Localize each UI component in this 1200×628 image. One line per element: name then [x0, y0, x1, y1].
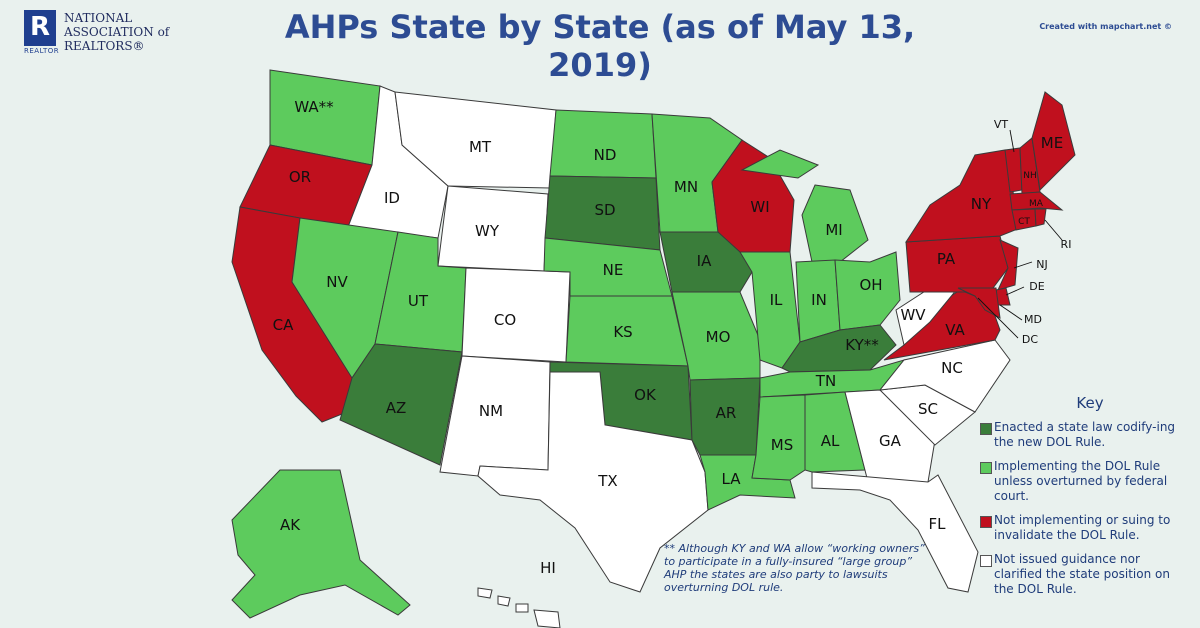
state-label-oh: OH: [859, 276, 882, 294]
state-label-mn: MN: [674, 178, 698, 196]
state-label-ms: MS: [771, 436, 793, 454]
state-label-md: MD: [1024, 313, 1042, 326]
state-label-mt: MT: [469, 138, 492, 156]
realtor-r-icon: R: [24, 10, 56, 46]
state-nc: [878, 339, 1011, 413]
footnote-text: Although KY and WA allow “working owners…: [664, 542, 925, 594]
state-label-me: ME: [1041, 134, 1063, 152]
state-label-az: AZ: [386, 399, 407, 417]
state-label-vt: VT: [994, 118, 1009, 131]
org-line-1: NATIONAL: [64, 11, 133, 25]
org-line-3: REALTORS®: [64, 39, 145, 53]
state-label-ia: IA: [697, 252, 712, 270]
state-label-mo: MO: [706, 328, 731, 346]
state-label-tn: TN: [815, 372, 836, 390]
key-title: Key: [1076, 394, 1104, 412]
state-md: [957, 287, 1001, 319]
state-label-nc: NC: [941, 359, 963, 377]
state-label-wy: WY: [475, 222, 500, 240]
state-label-ma: MA: [1029, 199, 1044, 209]
key-label-not-implementing: Not implementing or suing to invalidate …: [994, 513, 1171, 542]
state-label-or: OR: [289, 168, 311, 186]
key-swatch-not-implementing: [980, 516, 992, 528]
state-label-ak: AK: [280, 516, 301, 534]
state-az: [339, 343, 463, 466]
state-label-fl: FL: [929, 515, 947, 533]
state-ma: [1009, 191, 1064, 211]
state-label-sd: SD: [594, 201, 615, 219]
state-label-ri: RI: [1061, 238, 1072, 251]
nar-logo: R REALTOR NATIONAL ASSOCIATION of REALTO…: [24, 10, 214, 55]
state-label-hi: HI: [540, 559, 556, 577]
state-label-wa: WA**: [294, 98, 334, 116]
state-label-nm: NM: [479, 402, 503, 420]
state-mt: [394, 91, 557, 189]
key-swatch-implementing: [980, 462, 992, 474]
state-label-ca: CA: [273, 316, 294, 334]
state-fl: [811, 471, 979, 593]
state-label-wv: WV: [900, 306, 926, 324]
state-label-la: LA: [722, 470, 742, 488]
state-label-va: VA: [945, 321, 965, 339]
state-ga: [844, 389, 936, 483]
state-label-id: ID: [384, 189, 400, 207]
state-label-al: AL: [821, 432, 840, 450]
state-label-ut: UT: [408, 292, 429, 310]
state-label-ok: OK: [634, 386, 657, 404]
state-label-ar: AR: [716, 404, 737, 422]
realtor-tag: REALTOR: [24, 47, 60, 55]
key-item-enacted: Enacted a state law codify-ing the new D…: [972, 420, 1186, 450]
state-nj: [997, 239, 1019, 291]
state-label-nv: NV: [326, 273, 348, 291]
state-ak: [231, 469, 411, 619]
state-label-in: IN: [811, 291, 827, 309]
state-label-ne: NE: [603, 261, 624, 279]
state-label-ks: KS: [613, 323, 632, 341]
state-label-nj: NJ: [1036, 258, 1047, 271]
state-label-dc: DC: [1022, 333, 1038, 346]
key-item-implementing: Implementing the DOL Rule unless overtur…: [972, 459, 1186, 504]
map-key: Key Enacted a state law codify-ing the n…: [972, 394, 1186, 606]
key-swatch-enacted: [980, 423, 992, 435]
key-item-not-issued: Not issued guidance nor clarified the st…: [972, 552, 1186, 597]
state-label-de: DE: [1029, 280, 1044, 293]
state-label-ky: KY**: [845, 336, 879, 354]
state-label-ny: NY: [971, 195, 992, 213]
state-pa: [905, 235, 1009, 293]
state-label-pa: PA: [937, 250, 956, 268]
state-label-tx: TX: [597, 472, 617, 490]
state-label-nd: ND: [594, 146, 617, 164]
page-title: AHPs State by State (as of May 13, 2019): [284, 8, 916, 84]
state-label-wi: WI: [750, 198, 769, 216]
state-label-il: IL: [770, 291, 783, 309]
state-ri: [1034, 208, 1047, 227]
state-nd: [549, 109, 657, 179]
state-hi: [477, 587, 561, 628]
state-ny: [905, 149, 1021, 243]
mapchart-credit: Created with mapchart.net ©: [1039, 22, 1172, 31]
org-name: NATIONAL ASSOCIATION of REALTORS®: [64, 11, 169, 53]
footnote: ** Although KY and WA allow “working own…: [664, 542, 926, 594]
state-label-sc: SC: [918, 400, 938, 418]
footnote-marker: **: [664, 542, 675, 555]
leader-lines: [977, 129, 1063, 339]
key-label-implementing: Implementing the DOL Rule unless overtur…: [994, 459, 1168, 503]
state-label-ct: CT: [1018, 217, 1030, 227]
state-tx: [477, 371, 709, 593]
key-label-not-issued: Not issued guidance nor clarified the st…: [994, 552, 1170, 596]
state-label-co: CO: [494, 311, 516, 329]
state-label-ga: GA: [879, 432, 902, 450]
key-swatch-not-issued: [980, 555, 992, 567]
key-item-not-implementing: Not implementing or suing to invalidate …: [972, 513, 1186, 543]
state-me: [1031, 91, 1076, 192]
key-label-enacted: Enacted a state law codify-ing the new D…: [994, 420, 1176, 449]
state-label-mi: MI: [825, 221, 842, 239]
state-label-nh: NH: [1023, 171, 1037, 181]
org-line-2: ASSOCIATION of: [64, 25, 170, 39]
